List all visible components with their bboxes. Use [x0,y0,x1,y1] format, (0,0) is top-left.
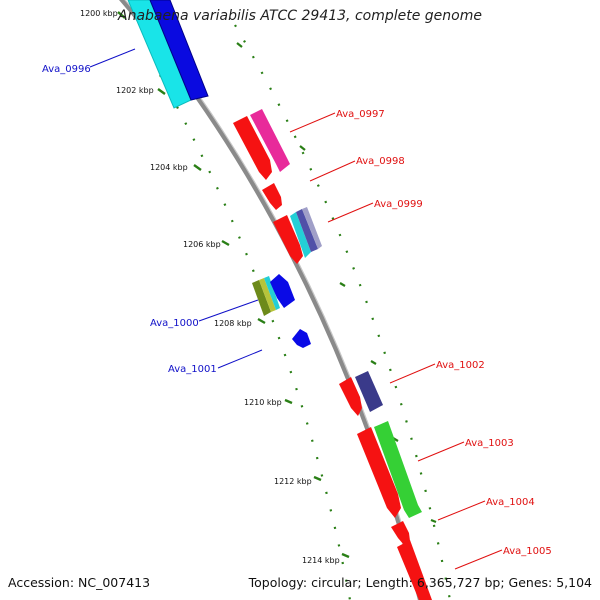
gene-labels: Ava_0996 Ava_0997 Ava_0998 Ava_0999 Ava_… [42,64,552,557]
gene-label-ava-1005[interactable]: Ava_1005 [503,546,552,557]
gene-ava-1004[interactable] [391,521,410,545]
gene-ava-1005[interactable] [397,540,432,600]
gene-label-ava-1003[interactable]: Ava_1003 [465,438,514,449]
gene-ava-0998[interactable] [262,183,282,210]
gene-label-ava-1004[interactable]: Ava_1004 [486,497,535,508]
accession-text: Accession: NC_007413 [8,575,151,590]
gene-label-ava-1001[interactable]: Ava_1001 [168,364,217,375]
gene-ava-1001[interactable] [292,329,311,348]
tick-label: 1204 kbp [150,163,188,172]
topology-summary: Topology: circular; Length: 6,365,727 bp… [248,575,592,590]
gene-label-ava-0998[interactable]: Ava_0998 [356,156,405,167]
gene-ava-0999[interactable] [273,207,322,264]
gene-label-ava-1002[interactable]: Ava_1002 [436,360,485,371]
leader-lines-forward [289,112,503,570]
gene-ava-1000[interactable] [252,274,295,316]
tick-label: 1202 kbp [116,86,154,95]
gene-ava-0996[interactable] [127,0,209,109]
tick-label: 1214 kbp [302,556,340,565]
gene-ava-1002[interactable] [339,371,383,416]
gene-ava-0997[interactable] [233,109,290,180]
inner-tick-marks [117,11,350,559]
tick-label: 1210 kbp [244,398,282,407]
tick-labels: 1200 kbp 1202 kbp 1204 kbp 1206 kbp 1208… [80,9,340,565]
tick-label: 1208 kbp [214,319,252,328]
leader-lines-reverse [89,48,263,369]
gene-label-ava-0996[interactable]: Ava_0996 [42,64,91,75]
map-title: Anabaena variabilis ATCC 29413, complete… [118,8,482,24]
gene-label-ava-0999[interactable]: Ava_0999 [374,199,423,210]
gene-label-ava-1000[interactable]: Ava_1000 [150,318,199,329]
tick-label: 1200 kbp [80,9,118,18]
gene-label-ava-0997[interactable]: Ava_0997 [336,109,385,120]
tick-label: 1212 kbp [274,477,312,486]
tick-label: 1206 kbp [183,240,221,249]
gene-ava-1003[interactable] [357,421,422,518]
dotted-guide-outer [234,24,452,600]
